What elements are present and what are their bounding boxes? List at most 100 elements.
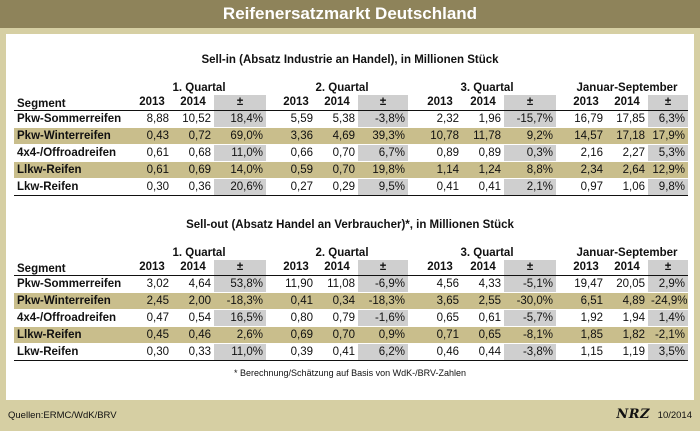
change-cell: -18,3% xyxy=(214,292,266,310)
year-header: 2014 xyxy=(606,95,648,111)
value-cell: 0,80 xyxy=(276,309,316,327)
value-cell: 0,44 xyxy=(462,343,504,361)
table-row: Lkw-Reifen 0,30 0,33 11,0% 0,39 0,41 6,2% 0,46 0… xyxy=(14,343,689,361)
change-cell: 53,8% xyxy=(214,275,266,293)
value-cell: 0,65 xyxy=(418,309,462,327)
table-row: Llkw-Reifen 0,45 0,46 2,6% 0,69 0,70 0,9% 0,71 0… xyxy=(14,326,689,344)
change-cell: -30,0% xyxy=(504,292,556,310)
change-cell: -8,1% xyxy=(504,326,556,344)
value-cell: 4,64 xyxy=(172,275,214,293)
value-cell: 0,34 xyxy=(316,292,358,310)
value-cell: 0,68 xyxy=(172,144,214,162)
value-cell: 0,89 xyxy=(418,144,462,162)
change-cell: 14,0% xyxy=(214,161,266,179)
change-cell: 18,4% xyxy=(214,110,266,128)
change-cell: -2,1% xyxy=(648,326,689,344)
year-header: 2013 xyxy=(566,95,606,111)
change-header: ± xyxy=(358,260,408,276)
value-cell: 3,36 xyxy=(276,127,316,145)
value-cell: 0,61 xyxy=(132,144,172,162)
change-cell: 0,3% xyxy=(504,144,556,162)
value-cell: 0,30 xyxy=(132,343,172,361)
value-cell: 3,02 xyxy=(132,275,172,293)
year-header: 2013 xyxy=(566,260,606,276)
period-header: 3. Quartal xyxy=(460,246,514,259)
value-cell: 0,41 xyxy=(276,292,316,310)
change-cell: 2,1% xyxy=(504,178,556,196)
value-cell: 0,41 xyxy=(316,343,358,361)
segment-label: Lkw-Reifen xyxy=(14,178,132,196)
year-header: 2013 xyxy=(276,95,316,111)
change-cell: 6,7% xyxy=(358,144,408,162)
value-cell: 0,69 xyxy=(276,326,316,344)
segment-label: Pkw-Winterreifen xyxy=(14,127,132,145)
value-cell: 0,33 xyxy=(172,343,214,361)
period-header: 3. Quartal xyxy=(460,81,514,94)
value-cell: 1,06 xyxy=(606,178,648,196)
segment-label: Pkw-Sommerreifen xyxy=(14,275,132,293)
year-header: 2014 xyxy=(606,260,648,276)
value-cell: 2,16 xyxy=(566,144,606,162)
value-cell: 2,32 xyxy=(418,110,462,128)
value-cell: 0,66 xyxy=(276,144,316,162)
change-cell: -3,8% xyxy=(358,110,408,128)
year-header: 2014 xyxy=(172,95,214,111)
table-row: Lkw-Reifen 0,30 0,36 20,6% 0,27 0,29 9,5% 0,41 0… xyxy=(14,178,689,196)
table-row: Llkw-Reifen 0,61 0,69 14,0% 0,59 0,70 19,8% 1,1… xyxy=(14,161,689,179)
value-cell: 3,65 xyxy=(418,292,462,310)
value-cell: 0,70 xyxy=(316,144,358,162)
value-cell: 1,94 xyxy=(606,309,648,327)
sell-out-table: Segment 1. Quartal 2. Quartal 3. Quartal Jan… xyxy=(14,245,689,361)
year-header: 2014 xyxy=(316,260,358,276)
sell-in-table: Segment 1. Quartal 2. Quartal 3. Quartal Jan… xyxy=(14,80,689,196)
period-header: 1. Quartal xyxy=(172,81,226,94)
value-cell: 11,08 xyxy=(316,275,358,293)
value-cell: 4,69 xyxy=(316,127,358,145)
change-cell: -15,7% xyxy=(504,110,556,128)
table-row: Pkw-Sommerreifen 3,02 4,64 53,8% 11,90 11,08-… xyxy=(14,275,689,293)
year-header: 2014 xyxy=(462,95,504,111)
value-cell: 0,41 xyxy=(418,178,462,196)
change-cell: 3,5% xyxy=(648,343,689,361)
value-cell: 2,55 xyxy=(462,292,504,310)
value-cell: 0,71 xyxy=(418,326,462,344)
year-header: 2014 xyxy=(462,260,504,276)
change-cell: 9,5% xyxy=(358,178,408,196)
change-cell: 11,0% xyxy=(214,343,266,361)
issue-date: 10/2014 xyxy=(657,410,692,421)
brand-logo: NRZ xyxy=(616,407,650,422)
change-cell: 11,0% xyxy=(214,144,266,162)
segment-label: Pkw-Sommerreifen xyxy=(14,110,132,128)
value-cell: 0,97 xyxy=(566,178,606,196)
segment-label: Lkw-Reifen xyxy=(14,343,132,361)
value-cell: 2,34 xyxy=(566,161,606,179)
value-cell: 0,54 xyxy=(172,309,214,327)
value-cell: 0,65 xyxy=(462,326,504,344)
change-header: ± xyxy=(504,95,556,111)
change-cell: -6,9% xyxy=(358,275,408,293)
value-cell: 2,27 xyxy=(606,144,648,162)
change-cell: 12,9% xyxy=(648,161,689,179)
value-cell: 17,18 xyxy=(606,127,648,145)
value-cell: 0,69 xyxy=(172,161,214,179)
change-cell: -5,7% xyxy=(504,309,556,327)
value-cell: 6,51 xyxy=(566,292,606,310)
value-cell: 11,90 xyxy=(276,275,316,293)
value-cell: 0,70 xyxy=(316,326,358,344)
value-cell: 8,88 xyxy=(132,110,172,128)
change-header: ± xyxy=(214,95,266,111)
value-cell: 0,61 xyxy=(462,309,504,327)
segment-label: Pkw-Winterreifen xyxy=(14,292,132,310)
value-cell: 0,41 xyxy=(462,178,504,196)
year-header: 2013 xyxy=(276,260,316,276)
year-header: 2013 xyxy=(418,260,462,276)
sell-out-title: Sell-out (Absatz Handel an Verbraucher)*… xyxy=(186,219,514,231)
source-credit: Quellen:ERMC/WdK/BRV xyxy=(8,410,117,421)
change-header: ± xyxy=(214,260,266,276)
value-cell: 19,47 xyxy=(566,275,606,293)
period-header: 2. Quartal xyxy=(315,246,369,259)
footnote: * Berechnung/Schätzung auf Basis von WdK… xyxy=(234,368,466,378)
value-cell: 2,64 xyxy=(606,161,648,179)
value-cell: 20,05 xyxy=(606,275,648,293)
change-cell: -18,3% xyxy=(358,292,408,310)
